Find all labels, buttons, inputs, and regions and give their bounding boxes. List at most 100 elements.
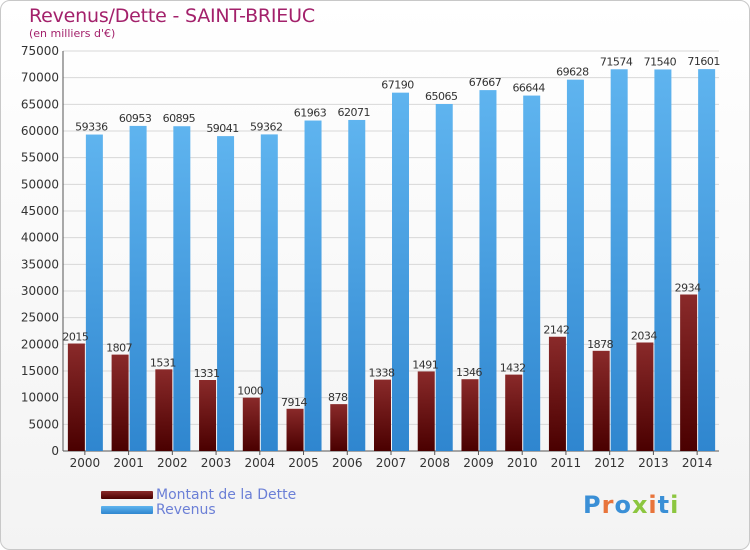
data-label-dette: 1491 xyxy=(412,358,438,371)
y-tick-label: 55000 xyxy=(21,151,59,165)
x-tick-label: 2013 xyxy=(638,456,669,470)
x-tick-label: 2004 xyxy=(245,456,276,470)
legend-swatch-revenus xyxy=(101,505,153,514)
y-tick-label: 15000 xyxy=(21,364,59,378)
data-label-revenus: 62071 xyxy=(338,106,371,119)
bar-dette-2007 xyxy=(374,379,391,451)
data-label-revenus: 60953 xyxy=(119,112,152,125)
bar-revenus-2003 xyxy=(217,136,235,451)
y-tick-label: 5000 xyxy=(28,417,59,431)
axis-layer: 0 5000 10000 15000 20000 25000 30000 35000 40000… xyxy=(21,44,719,470)
legend: Montant de la Dette Revenus xyxy=(101,487,296,517)
x-tick-label: 2007 xyxy=(376,456,407,470)
chart-subtitle: (en milliers d'€) xyxy=(29,27,116,40)
x-tick-label: 2006 xyxy=(332,456,363,470)
data-label-revenus: 67667 xyxy=(469,76,502,89)
bar-revenus-2010 xyxy=(523,95,541,451)
data-label-revenus: 65065 xyxy=(425,90,458,103)
bar-revenus-2006 xyxy=(348,119,366,452)
bar-revenus-2012 xyxy=(610,69,628,451)
data-label-dette: 878 xyxy=(328,391,348,404)
x-tick-label: 2008 xyxy=(419,456,450,470)
chart-title: Revenus/Dette - SAINT-BRIEUC xyxy=(29,5,315,27)
y-tick-label: 20000 xyxy=(21,337,59,351)
data-label-revenus: 71574 xyxy=(600,55,633,68)
bar-revenus-2009 xyxy=(479,90,497,451)
data-label-revenus: 71601 xyxy=(687,55,720,68)
x-tick-label: 2001 xyxy=(113,456,144,470)
bar-dette-2001 xyxy=(111,354,129,451)
bar-revenus-2005 xyxy=(304,120,322,451)
data-label-revenus: 59336 xyxy=(75,121,108,134)
y-tick-label: 60000 xyxy=(21,124,59,138)
data-label-dette: 2015 xyxy=(62,331,88,344)
logo-letter: r xyxy=(601,491,615,519)
bar-revenus-2004 xyxy=(260,134,278,452)
x-tick-label: 2014 xyxy=(682,456,713,470)
x-tick-label: 2000 xyxy=(70,456,101,470)
x-tick-label: 2005 xyxy=(288,456,319,470)
bar-dette-2013 xyxy=(636,342,654,451)
x-tick-label: 2010 xyxy=(507,456,538,470)
y-tick-label: 10000 xyxy=(21,391,59,405)
data-label-dette: 1346 xyxy=(456,366,482,379)
y-tick-label: 30000 xyxy=(21,284,59,298)
data-label-revenus: 60895 xyxy=(163,112,196,125)
y-tick-label: 50000 xyxy=(21,177,59,191)
bar-revenus-2011 xyxy=(566,79,584,451)
bar-dette-2005 xyxy=(286,408,304,451)
legend-label-debt: Montant de la Dette xyxy=(156,486,297,503)
bar-dette-2004 xyxy=(242,397,260,451)
x-tick-label: 2011 xyxy=(551,456,582,470)
y-tick-label: 45000 xyxy=(21,204,59,218)
labels-layer: 2015 59336 1807 60953 1531 60895 1331 59041 1000… xyxy=(62,55,720,409)
bar-revenus-2014 xyxy=(698,69,716,452)
bar-revenus-2001 xyxy=(129,125,147,452)
data-label-dette: 1331 xyxy=(194,367,220,380)
y-tick-label: 25000 xyxy=(21,311,59,325)
bar-dette-2002 xyxy=(155,369,173,451)
proxiti-logo: Proxiti xyxy=(583,491,679,519)
legend-label-revenus: Revenus xyxy=(156,501,216,518)
bar-dette-2009 xyxy=(461,379,479,451)
bar-dette-2014 xyxy=(680,294,698,451)
data-label-revenus: 71540 xyxy=(644,55,677,68)
x-tick-label: 2002 xyxy=(157,456,188,470)
bar-revenus-2002 xyxy=(173,126,191,451)
bar-dette-2006 xyxy=(330,404,348,451)
data-label-dette: 2034 xyxy=(631,330,657,343)
data-label-dette: 1432 xyxy=(500,362,526,375)
y-tick-label: 35000 xyxy=(21,257,59,271)
logo-letter: i xyxy=(670,491,680,519)
data-label-revenus: 66644 xyxy=(512,82,545,95)
legend-item-debt: Montant de la Dette xyxy=(101,487,296,502)
x-tick-label: 2009 xyxy=(463,456,494,470)
legend-item-revenus: Revenus xyxy=(101,502,296,517)
data-label-dette: 1000 xyxy=(237,385,263,398)
logo-letter: o xyxy=(614,491,632,519)
data-label-dette: 1807 xyxy=(106,342,132,355)
data-label-dette: 1531 xyxy=(150,356,176,369)
legend-swatch-debt xyxy=(101,490,153,499)
logo-letter: i xyxy=(648,491,658,519)
y-tick-label: 70000 xyxy=(21,71,59,85)
data-label-revenus: 61963 xyxy=(294,107,327,120)
bar-dette-2010 xyxy=(505,374,523,451)
bar-revenus-2007 xyxy=(392,92,409,452)
logo-letter: x xyxy=(631,491,649,519)
bar-revenus-2013 xyxy=(654,69,672,451)
title-block: Revenus/Dette - SAINT-BRIEUC (en millier… xyxy=(29,5,315,40)
data-label-revenus: 59362 xyxy=(250,120,283,133)
data-label-dette: 1878 xyxy=(587,338,613,351)
bar-revenus-2008 xyxy=(435,103,453,451)
bar-dette-2000 xyxy=(67,343,85,451)
logo-letter: P xyxy=(583,491,602,519)
logo-letter: t xyxy=(657,491,671,519)
data-label-revenus: 67190 xyxy=(381,79,414,92)
bar-dette-2012 xyxy=(592,350,610,451)
y-tick-label: 65000 xyxy=(21,97,59,111)
data-label-revenus: 69628 xyxy=(556,66,589,79)
data-label-dette: 2934 xyxy=(675,282,701,295)
